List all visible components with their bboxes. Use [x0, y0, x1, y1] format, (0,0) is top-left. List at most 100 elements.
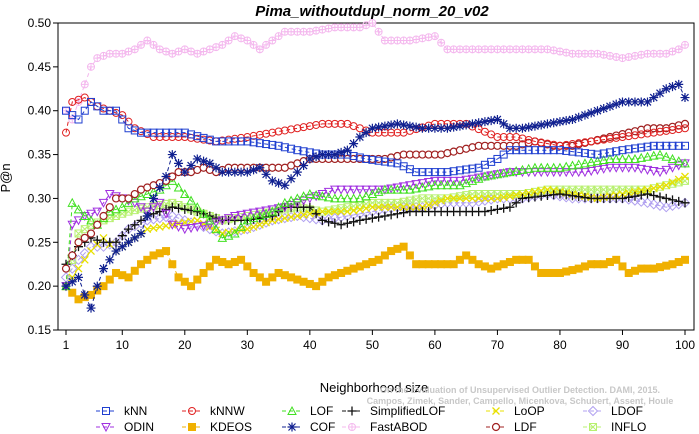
data-point	[149, 40, 158, 49]
data-point	[417, 123, 427, 133]
data-point	[199, 268, 208, 277]
data-point	[673, 156, 684, 166]
data-point	[168, 220, 177, 229]
data-point	[80, 106, 89, 115]
data-point	[624, 192, 634, 202]
data-point	[280, 143, 289, 152]
data-point	[180, 277, 189, 286]
data-point	[293, 124, 302, 133]
data-point	[368, 203, 377, 212]
data-point	[255, 163, 265, 173]
data-point	[405, 251, 414, 260]
data-point	[649, 141, 658, 150]
data-point	[399, 242, 408, 251]
data-point	[386, 184, 396, 194]
data-point	[298, 191, 309, 201]
data-point	[611, 99, 621, 109]
data-point	[505, 146, 514, 155]
data-point	[193, 275, 202, 284]
data-point	[580, 158, 590, 168]
data-point	[374, 212, 384, 222]
data-point	[193, 132, 202, 141]
data-point	[367, 213, 377, 223]
data-point	[605, 101, 615, 111]
data-point	[137, 260, 146, 269]
data-point	[462, 165, 471, 174]
legend-item-ldf: LDF	[486, 420, 537, 434]
data-point	[224, 36, 233, 45]
data-point	[267, 205, 278, 215]
data-point	[261, 208, 271, 218]
data-point	[436, 176, 446, 186]
data-point	[655, 192, 665, 202]
data-point	[148, 203, 159, 213]
data-point	[198, 221, 209, 231]
data-point	[673, 161, 684, 171]
data-point	[218, 40, 227, 49]
data-point	[330, 185, 340, 195]
data-point	[555, 189, 565, 199]
data-point	[330, 207, 339, 216]
data-point	[292, 198, 303, 208]
data-point	[593, 136, 602, 145]
data-point	[493, 194, 502, 203]
data-point	[136, 215, 146, 225]
data-point	[542, 168, 553, 178]
data-point	[498, 168, 509, 178]
data-point	[449, 122, 459, 132]
data-point	[311, 192, 321, 202]
data-point	[624, 97, 634, 107]
data-point	[336, 220, 346, 230]
data-point	[262, 218, 271, 227]
data-point	[549, 46, 558, 55]
data-point	[599, 149, 608, 158]
data-point	[430, 176, 440, 186]
data-point	[249, 138, 258, 147]
data-point	[105, 275, 114, 284]
data-point	[474, 194, 483, 203]
data-point	[605, 134, 614, 143]
data-point	[192, 154, 202, 164]
data-point	[630, 51, 639, 60]
data-point	[442, 180, 453, 190]
data-point	[630, 153, 640, 163]
y-axis-label: P@n	[0, 163, 13, 192]
series-fastabod	[62, 19, 690, 124]
data-point	[674, 45, 683, 54]
data-point	[424, 33, 433, 42]
data-point	[111, 204, 121, 214]
data-point	[74, 238, 83, 247]
data-point	[474, 118, 484, 128]
data-point	[180, 133, 189, 142]
data-point	[99, 211, 108, 221]
data-point	[317, 150, 327, 160]
data-point	[599, 50, 608, 59]
data-point	[336, 185, 346, 195]
data-point	[536, 162, 547, 172]
data-point	[537, 146, 546, 155]
data-point	[511, 168, 522, 178]
data-point	[543, 146, 552, 155]
data-point	[317, 215, 327, 225]
data-point	[648, 150, 659, 160]
y-tick-label: 0.35	[28, 148, 52, 162]
data-point	[262, 129, 271, 138]
data-point	[561, 161, 572, 171]
data-point	[530, 262, 539, 271]
data-point	[630, 191, 640, 201]
data-point	[580, 168, 590, 178]
data-point	[299, 123, 308, 132]
data-point	[349, 152, 358, 161]
data-point	[580, 193, 590, 203]
data-point	[205, 262, 214, 271]
data-point	[473, 173, 484, 183]
data-point	[662, 141, 671, 150]
chart-title: Pima_withoutdupl_norm_20_v02	[255, 3, 489, 20]
data-point	[512, 146, 521, 155]
data-point	[555, 141, 564, 150]
data-point	[380, 121, 390, 131]
data-point	[580, 110, 590, 120]
data-point	[392, 119, 402, 129]
y-tick-label: 0.15	[28, 323, 52, 337]
data-point	[587, 149, 596, 158]
